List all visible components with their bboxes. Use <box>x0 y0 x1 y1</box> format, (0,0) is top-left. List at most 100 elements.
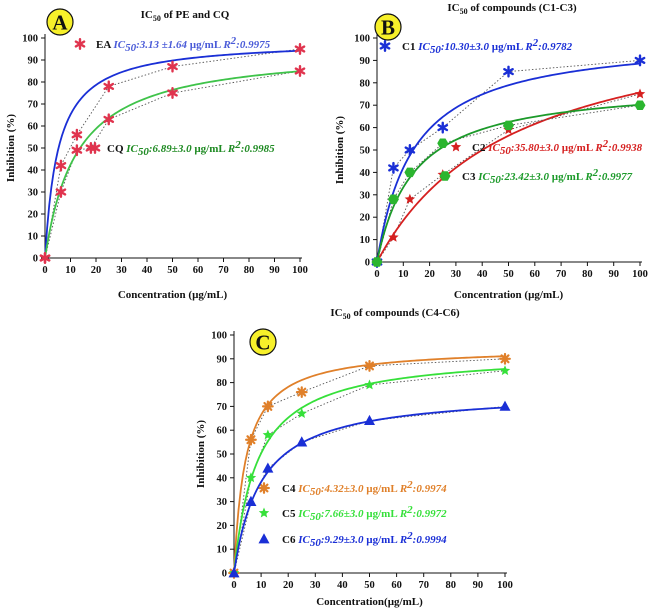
y-tick-label: 10 <box>360 235 371 246</box>
data-point <box>404 143 416 157</box>
data-point <box>437 121 449 134</box>
y-tick-label: 40 <box>28 166 39 177</box>
y-tick-label: 20 <box>28 210 39 221</box>
fit-curve <box>376 62 641 263</box>
data-point <box>437 138 449 149</box>
chart-title: IC50 of compounds (C4-C6) <box>330 307 460 321</box>
y-tick-label: 20 <box>217 521 228 532</box>
x-tick-label: 10 <box>65 265 76 276</box>
series-connector <box>233 358 506 574</box>
y-tick-label: 70 <box>28 100 39 111</box>
y-tick-label: 50 <box>360 146 371 157</box>
x-tick-label: 0 <box>374 269 379 280</box>
series-connector <box>376 59 641 263</box>
y-tick-label: 50 <box>28 144 39 155</box>
series-cq: CQ IC50:6.89±3.0 µg/mL R2:0.9985 <box>39 64 306 264</box>
y-tick-label: 10 <box>217 545 228 556</box>
data-point <box>245 472 257 483</box>
x-tick-label: 70 <box>418 580 429 591</box>
legend-entry: C2 IC50:35.80±3.0 µg/mL R2:0.9938 <box>472 138 643 157</box>
data-point <box>39 251 51 264</box>
legend-marker <box>258 533 270 544</box>
y-tick-label: 10 <box>28 232 39 243</box>
data-point <box>245 433 257 446</box>
legend-marker <box>74 38 86 50</box>
panel-badge-letter: C <box>255 331 270 355</box>
x-tick-label: 50 <box>167 265 178 276</box>
data-point <box>55 159 67 172</box>
data-point <box>387 194 399 205</box>
y-tick-label: 90 <box>217 354 228 365</box>
y-tick-label: 0 <box>365 258 370 269</box>
x-tick-label: 100 <box>632 269 648 280</box>
y-tick-label: 0 <box>33 254 38 265</box>
y-tick-label: 40 <box>360 168 371 179</box>
data-point <box>71 144 83 157</box>
y-tick-label: 100 <box>211 331 227 342</box>
data-point <box>295 386 308 399</box>
series-c3: C3 IC50:23.42±3.0 µg/mL R2:0.9977 <box>371 100 646 267</box>
data-point <box>404 167 416 178</box>
y-tick-label: 30 <box>360 190 371 201</box>
x-tick-label: 20 <box>424 269 435 280</box>
x-tick-label: 10 <box>256 580 267 591</box>
series-c1: C1 IC50:10.30±3.0 µg/mL R2:0.9782 <box>371 37 646 268</box>
x-tick-label: 40 <box>337 580 348 591</box>
series-c6: C6 IC50:9.29±3.0 µg/mL R2:0.9994 <box>228 400 511 578</box>
series-connector <box>233 370 506 574</box>
x-tick-label: 50 <box>503 269 514 280</box>
x-tick-label: 50 <box>364 580 375 591</box>
chart-title: IC50 of PE and CQ <box>141 9 230 23</box>
fit-curve <box>44 70 301 259</box>
x-tick-label: 90 <box>269 265 280 276</box>
y-tick-label: 90 <box>28 56 39 67</box>
legend-marker <box>450 141 462 152</box>
data-point <box>363 360 376 372</box>
legend-marker <box>258 507 270 518</box>
x-tick-label: 40 <box>477 269 488 280</box>
data-point <box>503 65 514 78</box>
data-point <box>167 60 178 73</box>
panel-a: 0 10 20 30 40 50 60 70 80 90 100 0 10 20 30 40 50 60 70 80 9… <box>5 8 308 301</box>
legend-entry: C5 IC50:7.66±3.0 µg/mL R2:0.9972 <box>282 504 447 523</box>
data-point <box>261 400 274 413</box>
x-tick-label: 30 <box>451 269 462 280</box>
x-tick-label: 60 <box>193 265 204 276</box>
data-point <box>71 128 83 141</box>
legend-marker <box>379 40 391 52</box>
x-tick-label: 70 <box>556 269 567 280</box>
data-point <box>371 257 383 267</box>
fit-curve <box>376 91 641 263</box>
y-tick-label: 90 <box>360 56 371 67</box>
data-point <box>499 400 511 411</box>
x-tick-label: 30 <box>116 265 127 276</box>
data-point <box>262 462 274 473</box>
series-connector <box>44 48 301 259</box>
data-point <box>634 88 646 99</box>
legend-entry: CQ IC50:6.89±3.0 µg/mL R2:0.9985 <box>107 139 275 158</box>
y-tick-label: 0 <box>222 569 227 580</box>
y-axis-label: Inhibition (%) <box>5 114 17 182</box>
y-tick-label: 80 <box>217 378 228 389</box>
series-ea: EA IC50:3.13 ±1.64 µg/mL R2:0.9975 <box>39 35 306 264</box>
data-point <box>228 567 240 578</box>
data-point <box>363 414 376 426</box>
x-tick-label: 80 <box>446 580 457 591</box>
data-point <box>388 231 399 242</box>
x-axis-label: Concentration (µg/mL) <box>454 289 564 301</box>
y-tick-label: 100 <box>22 34 38 45</box>
x-tick-label: 80 <box>582 269 593 280</box>
x-tick-label: 20 <box>283 580 294 591</box>
legend-entry: C6 IC50:9.29±3.0 µg/mL R2:0.9994 <box>282 530 447 549</box>
legend-entry: EA IC50:3.13 ±1.64 µg/mL R2:0.9975 <box>96 35 271 54</box>
data-point <box>503 120 514 131</box>
y-tick-label: 80 <box>28 78 39 89</box>
x-tick-label: 0 <box>42 265 47 276</box>
x-tick-label: 0 <box>231 580 236 591</box>
legend-entry: C3 IC50:23.42±3.0 µg/mL R2:0.9977 <box>462 167 633 186</box>
x-axis-label: Concentration (µg/mL) <box>118 289 228 301</box>
data-point <box>499 352 511 365</box>
data-point <box>296 436 308 447</box>
panel-badge: C <box>249 328 277 356</box>
x-tick-label: 10 <box>398 269 409 280</box>
